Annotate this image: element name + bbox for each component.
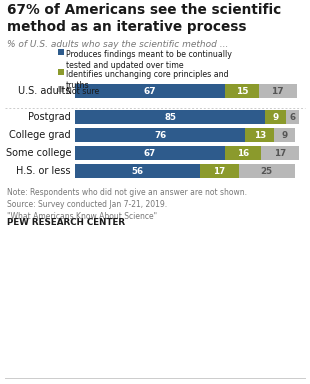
Text: 67% of Americans see the scientific
method as an iterative process: 67% of Americans see the scientific meth… [7, 3, 281, 34]
Bar [75, 146, 225, 160]
Bar [286, 110, 299, 124]
Text: 56: 56 [132, 167, 144, 175]
Text: 17: 17 [272, 86, 284, 96]
Bar [259, 84, 297, 98]
Bar [75, 128, 245, 142]
Bar [245, 128, 274, 142]
Text: Not sure: Not sure [66, 87, 99, 96]
Text: College grad: College grad [9, 130, 71, 140]
Text: U.S. adults: U.S. adults [19, 86, 71, 96]
Bar [58, 49, 64, 55]
Text: 85: 85 [164, 113, 176, 121]
Bar [75, 110, 265, 124]
Text: 13: 13 [254, 131, 266, 139]
Text: 6: 6 [289, 113, 295, 121]
Text: 67: 67 [144, 149, 156, 157]
Text: Produces findings meant to be continually
tested and updated over time: Produces findings meant to be continuall… [66, 50, 232, 70]
Bar [75, 84, 225, 98]
Bar [225, 84, 259, 98]
Text: % of U.S. adults who say the scientific method ...: % of U.S. adults who say the scientific … [7, 40, 228, 49]
Text: 15: 15 [236, 86, 248, 96]
Text: H.S. or less: H.S. or less [16, 166, 71, 176]
Text: 67: 67 [144, 86, 156, 96]
Text: 16: 16 [237, 149, 249, 157]
Text: 17: 17 [213, 167, 226, 175]
Bar [75, 164, 201, 178]
Bar [201, 164, 238, 178]
Text: 76: 76 [154, 131, 166, 139]
Text: 9: 9 [272, 113, 279, 121]
Bar [238, 164, 294, 178]
Text: PEW RESEARCH CENTER: PEW RESEARCH CENTER [7, 218, 125, 227]
Text: Note: Respondents who did not give an answer are not shown.
Source: Survey condu: Note: Respondents who did not give an an… [7, 188, 247, 221]
Bar [261, 146, 299, 160]
Bar [58, 86, 64, 92]
Bar [274, 128, 294, 142]
Text: 9: 9 [281, 131, 287, 139]
Text: 25: 25 [260, 167, 272, 175]
Text: Postgrad: Postgrad [28, 112, 71, 122]
Text: Some college: Some college [6, 148, 71, 158]
Text: Identifies unchanging core principles and
truths: Identifies unchanging core principles an… [66, 70, 229, 90]
Text: 17: 17 [274, 149, 286, 157]
Bar [225, 146, 261, 160]
Bar [265, 110, 286, 124]
Bar [58, 69, 64, 75]
